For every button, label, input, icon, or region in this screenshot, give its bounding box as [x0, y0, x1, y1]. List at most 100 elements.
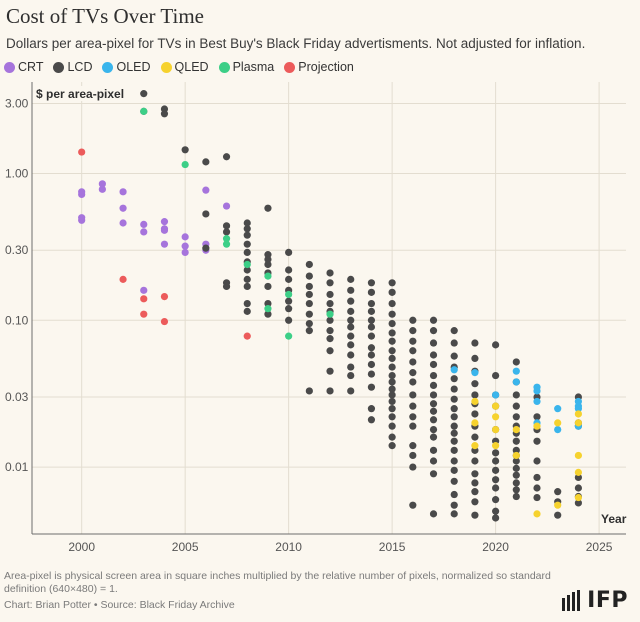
- data-point-lcd: [409, 391, 417, 399]
- data-point-lcd: [512, 391, 520, 399]
- data-point-lcd: [388, 310, 396, 318]
- data-point-lcd: [202, 158, 210, 166]
- data-point-lcd: [429, 416, 438, 424]
- data-point-qled: [554, 419, 562, 427]
- data-point-lcd: [388, 405, 396, 413]
- data-point-lcd: [409, 402, 417, 410]
- y-axis-label-background: [34, 86, 122, 101]
- data-point-lcd: [181, 146, 189, 154]
- data-point-lcd: [347, 323, 355, 331]
- legend-label-oled: OLED: [116, 60, 151, 74]
- data-point-lcd: [243, 275, 251, 283]
- data-point-lcd: [409, 451, 417, 460]
- data-point-crt: [98, 185, 106, 193]
- data-point-projection: [160, 292, 169, 301]
- data-point-lcd: [326, 279, 334, 287]
- data-point-lcd: [429, 433, 438, 441]
- data-point-lcd: [429, 381, 438, 390]
- y-axis-label: $ per area-pixel: [36, 87, 124, 101]
- data-point-qled: [512, 426, 520, 434]
- data-point-lcd: [471, 488, 479, 496]
- data-point-oled: [512, 367, 520, 375]
- legend-swatch-crt: [4, 61, 15, 73]
- data-point-lcd: [450, 405, 458, 413]
- data-point-crt: [181, 233, 189, 241]
- data-point-lcd: [409, 316, 417, 324]
- data-point-lcd: [409, 337, 417, 345]
- data-point-lcd: [326, 299, 334, 308]
- data-point-lcd: [471, 433, 479, 441]
- data-point-lcd: [388, 363, 396, 371]
- data-point-lcd: [471, 457, 479, 465]
- data-point-lcd: [492, 514, 500, 522]
- data-point-lcd: [388, 288, 396, 296]
- data-point-lcd: [429, 446, 438, 454]
- data-point-lcd: [347, 371, 355, 380]
- data-point-lcd: [450, 327, 458, 335]
- data-point-lcd: [305, 282, 313, 291]
- data-point-oled: [471, 369, 479, 377]
- data-point-lcd: [388, 378, 396, 386]
- data-point-oled: [554, 426, 562, 434]
- data-point-lcd: [388, 279, 396, 287]
- data-point-projection: [78, 148, 86, 156]
- data-point-lcd: [243, 231, 251, 239]
- data-point-lcd: [367, 351, 376, 359]
- data-point-lcd: [533, 473, 541, 482]
- data-point-lcd: [450, 413, 458, 421]
- data-point-lcd: [533, 484, 541, 492]
- data-point-qled: [574, 451, 582, 460]
- data-point-lcd: [492, 507, 500, 515]
- data-point-lcd: [450, 395, 458, 403]
- x-tick-label: 2010: [275, 540, 302, 554]
- legend-item-plasma: Plasma: [218, 60, 274, 74]
- data-point-lcd: [347, 351, 355, 359]
- data-point-lcd: [429, 351, 438, 359]
- data-point-qled: [471, 397, 479, 406]
- data-point-lcd: [388, 299, 396, 308]
- data-point-lcd: [285, 248, 293, 257]
- data-point-lcd: [264, 260, 272, 269]
- data-point-lcd: [492, 457, 500, 465]
- data-point-lcd: [409, 422, 417, 430]
- data-point-lcd: [512, 471, 520, 479]
- data-point-lcd: [492, 371, 500, 380]
- data-point-lcd: [450, 352, 458, 360]
- data-point-lcd: [243, 240, 251, 248]
- data-point-lcd: [409, 442, 417, 450]
- data-point-qled: [574, 493, 582, 502]
- data-point-qled: [574, 410, 582, 418]
- data-point-lcd: [471, 410, 479, 418]
- data-point-lcd: [285, 305, 293, 313]
- data-point-lcd: [429, 510, 438, 518]
- data-point-lcd: [326, 290, 334, 299]
- data-point-lcd: [222, 153, 231, 161]
- data-point-lcd: [388, 422, 396, 430]
- data-point-lcd: [326, 387, 334, 395]
- data-point-lcd: [367, 383, 376, 391]
- data-point-qled: [492, 426, 500, 434]
- data-point-lcd: [388, 413, 396, 421]
- data-point-lcd: [429, 457, 438, 465]
- data-point-crt: [202, 186, 210, 194]
- data-point-lcd: [367, 288, 376, 296]
- data-point-lcd: [409, 463, 417, 471]
- legend-item-crt: CRT: [4, 60, 43, 74]
- data-point-projection: [140, 310, 148, 318]
- ifp-logo-icon: [562, 589, 581, 611]
- data-point-lcd: [305, 272, 313, 280]
- data-point-plasma: [285, 332, 293, 340]
- data-point-lcd: [367, 360, 376, 369]
- x-tick-label: 2020: [482, 540, 509, 554]
- y-tick-label: 1.00: [5, 166, 29, 180]
- data-point-lcd: [450, 385, 458, 393]
- data-point-lcd: [409, 347, 417, 355]
- y-tick-label: 0.03: [5, 390, 29, 404]
- data-point-plasma: [243, 260, 251, 269]
- data-point-crt: [160, 218, 169, 226]
- data-point-qled: [471, 419, 479, 427]
- data-point-lcd: [326, 335, 334, 343]
- data-point-crt: [181, 242, 189, 250]
- data-point-projection: [243, 332, 251, 340]
- data-point-lcd: [512, 479, 520, 487]
